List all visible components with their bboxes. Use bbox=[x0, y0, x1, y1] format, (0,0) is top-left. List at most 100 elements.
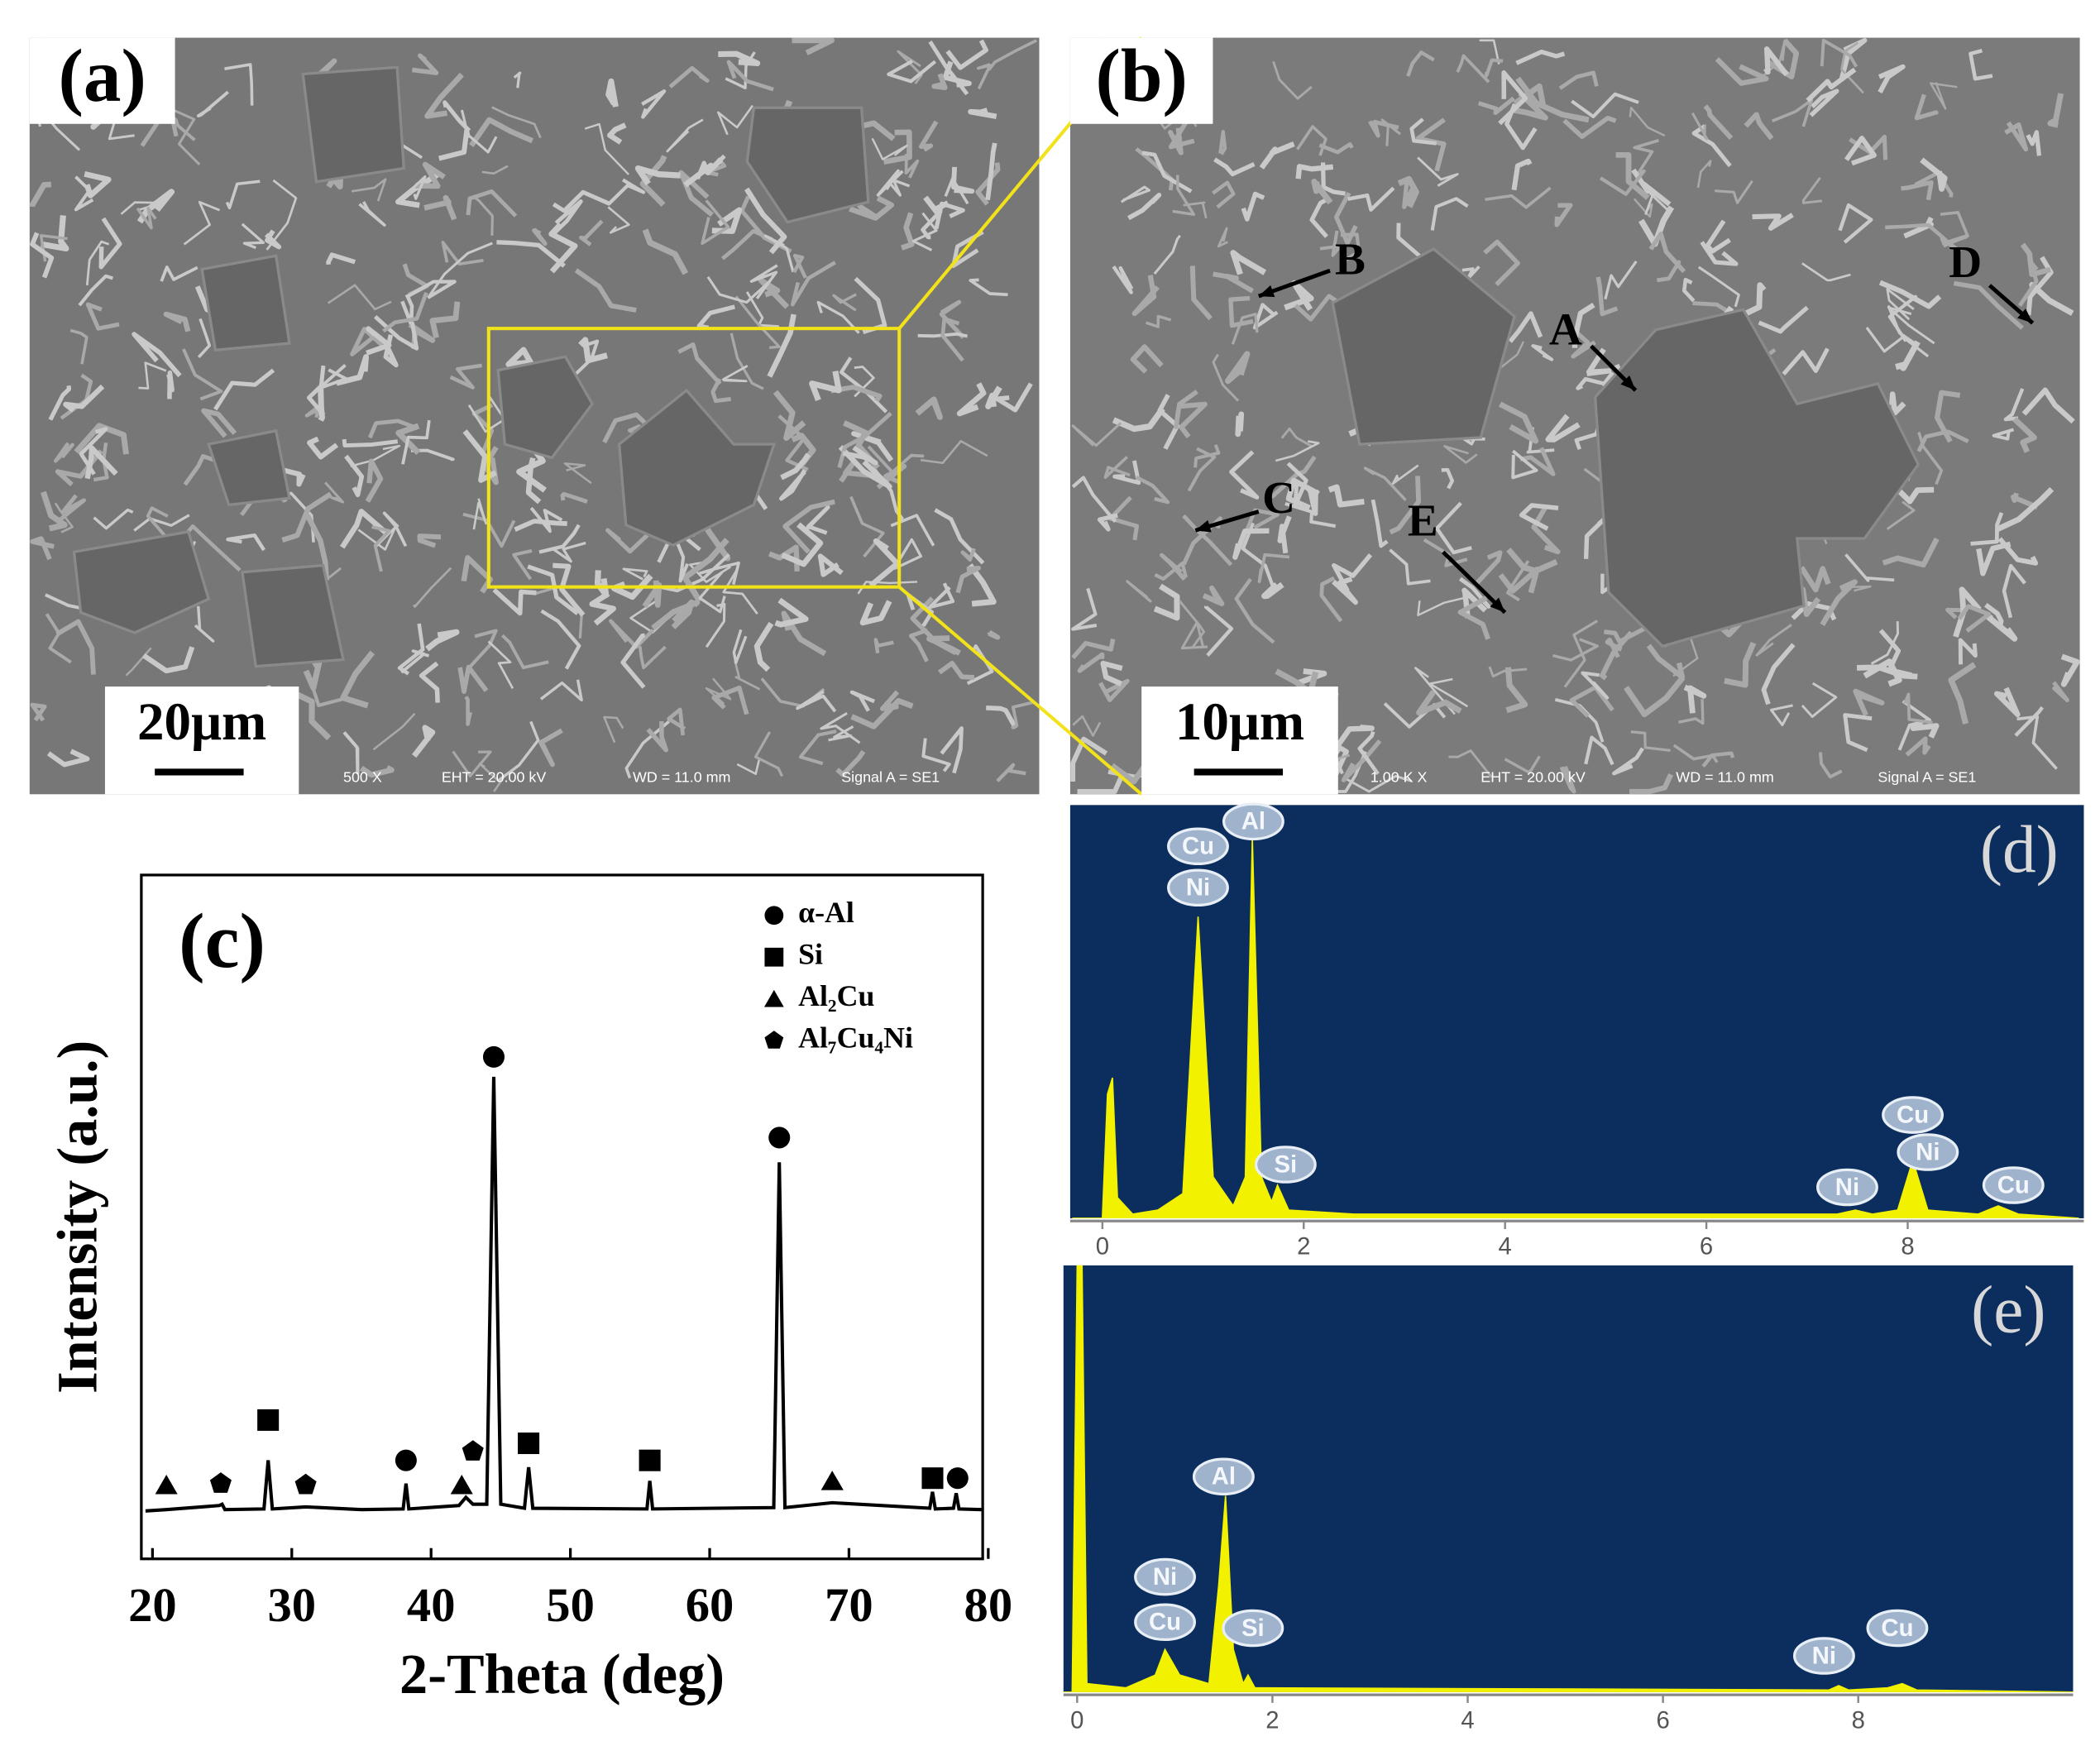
eutectic-phase bbox=[994, 382, 1033, 413]
eutectic-phase bbox=[1848, 585, 1872, 592]
eutectic-phase bbox=[1970, 512, 2004, 546]
scale-bar bbox=[1194, 768, 1284, 776]
eutectic-phase bbox=[2047, 93, 2064, 128]
eutectic-phase bbox=[871, 137, 908, 160]
eutectic-phase bbox=[1545, 414, 1581, 442]
eutectic-phase bbox=[1600, 630, 1634, 681]
eutectic-phase bbox=[809, 371, 842, 402]
eutectic-phase bbox=[1146, 314, 1172, 328]
marker bbox=[820, 1471, 844, 1490]
eutectic-phase bbox=[1612, 747, 1644, 776]
peak-label-bubble bbox=[1882, 1096, 1945, 1134]
eutectic-phase bbox=[842, 445, 878, 466]
eutectic-phase bbox=[1217, 227, 1228, 248]
eutectic-phase bbox=[578, 337, 608, 364]
eutectic-phase bbox=[1391, 464, 1419, 486]
eutectic-phase bbox=[781, 522, 824, 567]
eutectic-phase bbox=[1343, 774, 1412, 793]
eutectic-phase bbox=[1681, 277, 1696, 303]
eutectic-phase bbox=[1229, 450, 1260, 500]
eutectic-phase bbox=[802, 505, 830, 535]
eutectic-phase bbox=[840, 356, 888, 414]
eutectic-phase bbox=[146, 506, 172, 543]
x-axis-label: 2-Theta (deg) bbox=[399, 1643, 725, 1705]
scale-box bbox=[1141, 686, 1338, 795]
eutectic-phase bbox=[1417, 596, 1466, 617]
eutectic-phase bbox=[698, 571, 726, 614]
eutectic-phase bbox=[1801, 682, 1838, 719]
eutectic-phase bbox=[469, 117, 534, 147]
eutectic-phase bbox=[796, 690, 837, 713]
eutectic-phase bbox=[792, 37, 835, 55]
eutectic-phase bbox=[830, 385, 883, 403]
eutectic-phase bbox=[1179, 401, 1208, 438]
eutectic-phase bbox=[890, 514, 935, 547]
eutectic-phase bbox=[41, 215, 69, 252]
peak-label-bubble bbox=[1134, 1603, 1196, 1642]
eutectic-phase bbox=[311, 686, 348, 707]
eutectic-phase bbox=[505, 347, 537, 371]
eutectic-phase bbox=[951, 230, 984, 269]
eutectic-phase bbox=[1882, 537, 1940, 568]
eutectic-phase bbox=[1241, 522, 1275, 590]
eutectic-phase bbox=[1885, 222, 1949, 242]
eutectic-phase bbox=[915, 396, 943, 420]
eutectic-phase bbox=[1901, 179, 1934, 201]
eutectic-phase bbox=[409, 175, 427, 200]
eutectic-phase bbox=[1519, 447, 1556, 476]
eutectic-phase bbox=[734, 295, 781, 350]
eutectic-phase bbox=[1389, 548, 1431, 586]
eutectic-phase bbox=[1878, 629, 1912, 677]
eutectic-phase bbox=[564, 339, 600, 385]
arrow-head bbox=[1195, 519, 1212, 533]
eutectic-phase bbox=[1672, 744, 1719, 763]
eutectic-phase bbox=[45, 613, 72, 664]
particle bbox=[200, 254, 291, 352]
eutectic-phase bbox=[492, 588, 537, 616]
eutectic-phase bbox=[835, 749, 866, 777]
eutectic-phase bbox=[1100, 660, 1123, 686]
peak-label: Al bbox=[1241, 808, 1265, 835]
eutectic-phase bbox=[1070, 736, 1108, 782]
eutectic-phase bbox=[1886, 500, 1916, 530]
eutectic-phase bbox=[706, 275, 772, 304]
eutectic-phase bbox=[883, 129, 912, 165]
eutectic-phase bbox=[1700, 241, 1739, 266]
particle bbox=[1593, 308, 1921, 648]
particle bbox=[1331, 247, 1516, 446]
eutectic-phase bbox=[934, 201, 965, 230]
eutectic-phase bbox=[985, 142, 997, 201]
eutectic-phase bbox=[449, 363, 483, 390]
eutectic-phase bbox=[1849, 134, 1888, 160]
eutectic-phase bbox=[701, 199, 730, 246]
eutectic-phase bbox=[1519, 503, 1559, 531]
sem-info: EHT = 20.00 kV bbox=[442, 768, 547, 785]
eutectic-phase bbox=[478, 763, 501, 792]
eutectic-phase bbox=[371, 525, 391, 572]
eutectic-phase bbox=[1958, 638, 1978, 665]
eutectic-phase bbox=[1218, 130, 1227, 155]
eutectic-phase bbox=[1318, 141, 1354, 155]
plot-frame bbox=[140, 873, 984, 1561]
eutectic-phase bbox=[1130, 344, 1164, 374]
eutectic-phase bbox=[2012, 417, 2037, 453]
eutectic-phase bbox=[1508, 311, 1543, 343]
eutectic-phase bbox=[904, 153, 920, 179]
eutectic-phase bbox=[574, 268, 637, 313]
eutectic-phase bbox=[1402, 180, 1418, 209]
eutectic-phase bbox=[918, 120, 939, 152]
eutectic-phase bbox=[779, 469, 807, 501]
eutectic-phase bbox=[327, 284, 392, 311]
eutectic-phase bbox=[395, 171, 440, 208]
eutectic-phase bbox=[1586, 347, 1612, 376]
eutectic-phase bbox=[1584, 735, 1614, 766]
eutectic-phase bbox=[1801, 176, 1823, 204]
eutectic-phase bbox=[563, 462, 592, 485]
eutectic-phase bbox=[1112, 406, 1165, 433]
eutectic-phase bbox=[683, 157, 724, 188]
x-tick-label: 70 bbox=[825, 1578, 873, 1632]
eutectic-phase bbox=[753, 621, 774, 672]
eutectic-phase bbox=[1213, 271, 1255, 294]
eutectic-phase bbox=[1604, 625, 1648, 644]
eutectic-phase bbox=[798, 729, 837, 766]
